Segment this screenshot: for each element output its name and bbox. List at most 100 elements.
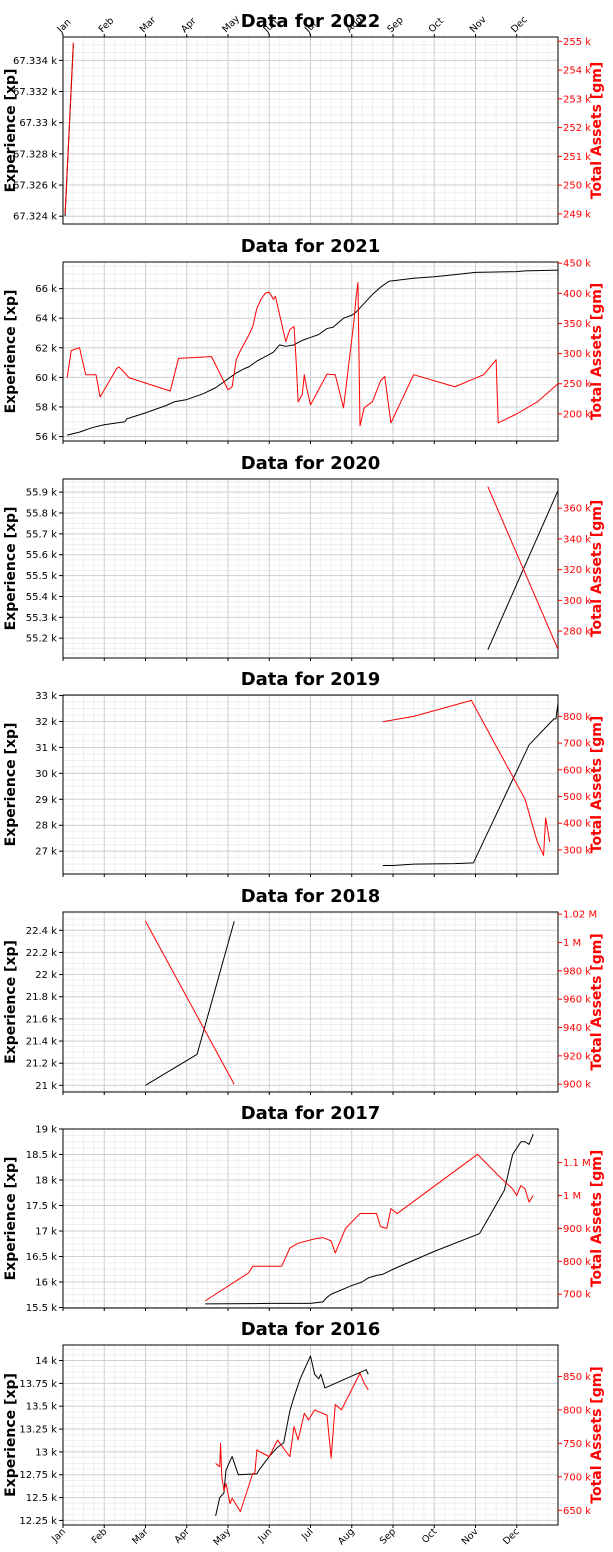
x-tick-label: Feb — [90, 1526, 110, 1546]
y-axis-label-left: Experience [xp] — [3, 723, 19, 847]
total-assets-series-line — [64, 42, 74, 214]
x-tick-label: Apr — [172, 1526, 191, 1545]
chart-title: Data for 2016 — [241, 1319, 381, 1340]
x-tick-label: Apr — [179, 16, 198, 35]
chart-title: Data for 2018 — [241, 886, 381, 907]
y-tick-label-left: 21.2 k — [26, 1059, 57, 1070]
x-tick-label: Mar — [130, 1526, 151, 1547]
y-tick-label-left: 12.75 k — [19, 1470, 57, 1481]
y-tick-label-left: 22 k — [35, 970, 57, 981]
y-tick-label-right: 450 k — [563, 259, 591, 270]
experience-series-line — [215, 1355, 369, 1516]
y-tick-label-right: 300 k — [563, 596, 591, 607]
y-tick-label-left: 21.6 k — [26, 1014, 57, 1025]
y-tick-label-right: 1 M — [563, 938, 581, 949]
y-tick-label-left: 18 k — [35, 1175, 57, 1186]
y-tick-label-right: 750 k — [563, 1439, 591, 1450]
y-tick-label-left: 21 k — [35, 1081, 57, 1092]
total-assets-series-line — [145, 920, 235, 1085]
y-tick-label-left: 14 k — [35, 1356, 57, 1367]
y-tick-label-left: 30 k — [35, 769, 57, 780]
y-tick-label-right: 350 k — [563, 319, 591, 330]
y-tick-label-right: 800 k — [563, 712, 591, 723]
y-tick-label-left: 17.5 k — [26, 1201, 57, 1212]
chart-panel-3: Data for 2020 55.2 k 55.3 k 55.4 k 55.5 k 55.… — [3, 453, 605, 661]
chart-panel-5: Data for 2018 21 k 21.2 k 21.4 k 21.6 k 21.8 … — [3, 886, 605, 1095]
chart-panel-4: Data for 2019 27 k 28 k 29 k 30 k 31 k 32 k 33 … — [3, 669, 605, 877]
y-tick-label-right: 360 k — [563, 504, 591, 515]
x-tick-label: May — [220, 13, 242, 35]
y-tick-label-right: 300 k — [563, 845, 591, 856]
y-tick-label-left: 55.9 k — [26, 488, 57, 499]
chart-title: Data for 2022 — [241, 11, 381, 32]
y-tick-label-left: 55.8 k — [26, 509, 57, 520]
y-tick-label-right: 300 k — [563, 349, 591, 360]
y-tick-label-right: 900 k — [563, 1080, 591, 1091]
y-tick-label-right: 980 k — [563, 966, 591, 977]
y-tick-label-right: 920 k — [563, 1051, 591, 1062]
y-tick-label-right: 1.1 M — [563, 1158, 591, 1169]
y-tick-label-left: 13.5 k — [26, 1402, 57, 1413]
y-tick-label-right: 500 k — [563, 792, 591, 803]
experience-series-line — [145, 921, 235, 1086]
y-tick-label-right: 700 k — [563, 1472, 591, 1483]
x-tick-label: Oct — [420, 1526, 440, 1546]
y-tick-label-left: 55.4 k — [26, 592, 57, 603]
y-tick-label-right: 800 k — [563, 1405, 591, 1416]
y-tick-label-right: 280 k — [563, 627, 591, 638]
chart-panel-7: Data for 2016 12.25 k 12.5 k 12.75 k 13 k 13.… — [3, 1319, 605, 1548]
x-tick-label: Nov — [468, 14, 489, 35]
total-assets-series-line — [66, 281, 558, 427]
y-tick-label-left: 66 k — [35, 284, 57, 295]
y-tick-label-left: 17 k — [35, 1226, 57, 1237]
y-tick-label-right: 254 k — [563, 66, 591, 77]
y-axis-label-left: Experience [xp] — [3, 1157, 19, 1281]
y-tick-label-left: 15.5 k — [26, 1303, 57, 1314]
y-axis-label-right: Total Assets [gm] — [589, 933, 605, 1070]
y-tick-label-left: 56 k — [35, 432, 57, 443]
y-tick-label-right: 340 k — [563, 534, 591, 545]
y-tick-label-left: 67.326 k — [13, 181, 57, 192]
y-tick-label-left: 16 k — [35, 1277, 57, 1288]
experience-series-line — [487, 489, 558, 650]
total-assets-series-line — [487, 486, 558, 651]
y-tick-label-right: 255 k — [563, 37, 591, 48]
x-tick-label: Dec — [509, 14, 530, 35]
y-tick-label-left: 62 k — [35, 343, 57, 354]
x-tick-label: Aug — [336, 1526, 357, 1547]
y-tick-label-left: 22.2 k — [26, 948, 57, 959]
y-tick-label-right: 700 k — [563, 1290, 591, 1301]
y-tick-label-left: 55.6 k — [26, 550, 57, 561]
x-tick-label: Oct — [427, 16, 447, 36]
y-axis-label-right: Total Assets [gm] — [589, 283, 605, 420]
y-axis-label-right: Total Assets [gm] — [589, 716, 605, 853]
experience-series-line — [205, 1133, 534, 1305]
y-axis-label-right: Total Assets [gm] — [589, 1150, 605, 1287]
y-tick-label-right: 249 k — [563, 209, 591, 220]
chart-title: Data for 2021 — [241, 236, 381, 257]
y-tick-label-right: 650 k — [563, 1506, 591, 1517]
x-tick-label: Jan — [49, 1526, 68, 1545]
y-tick-label-left: 32 k — [35, 717, 57, 728]
y-tick-label-left: 33 k — [35, 691, 57, 702]
x-tick-label: Feb — [97, 15, 117, 35]
total-assets-series-line — [382, 699, 551, 856]
y-tick-label-left: 28 k — [35, 821, 57, 832]
chart-panel-2: Data for 2021 56 k 58 k 60 k 62 k 64 k 66 k 200… — [3, 236, 605, 444]
y-axis-label-left: Experience [xp] — [3, 290, 19, 414]
y-tick-label-right: 320 k — [563, 565, 591, 576]
y-axis-label-left: Experience [xp] — [3, 69, 19, 193]
y-tick-label-left: 12.25 k — [19, 1516, 57, 1527]
y-tick-label-left: 19 k — [35, 1125, 57, 1136]
x-tick-label: Jul — [299, 1526, 316, 1543]
chart-panel-6: Data for 2017 15.5 k 16 k 16.5 k 17 k 17.5 k 1… — [3, 1103, 605, 1314]
y-tick-label-left: 67.33 k — [19, 118, 57, 129]
y-tick-label-right: 850 k — [563, 1372, 591, 1383]
y-tick-label-right: 1 M — [563, 1191, 581, 1202]
y-axis-label-right: Total Assets [gm] — [589, 62, 605, 199]
y-tick-label-left: 55.3 k — [26, 613, 57, 624]
y-tick-label-left: 13 k — [35, 1447, 57, 1458]
y-tick-label-left: 13.75 k — [19, 1379, 57, 1390]
x-tick-label: Sep — [385, 15, 405, 35]
